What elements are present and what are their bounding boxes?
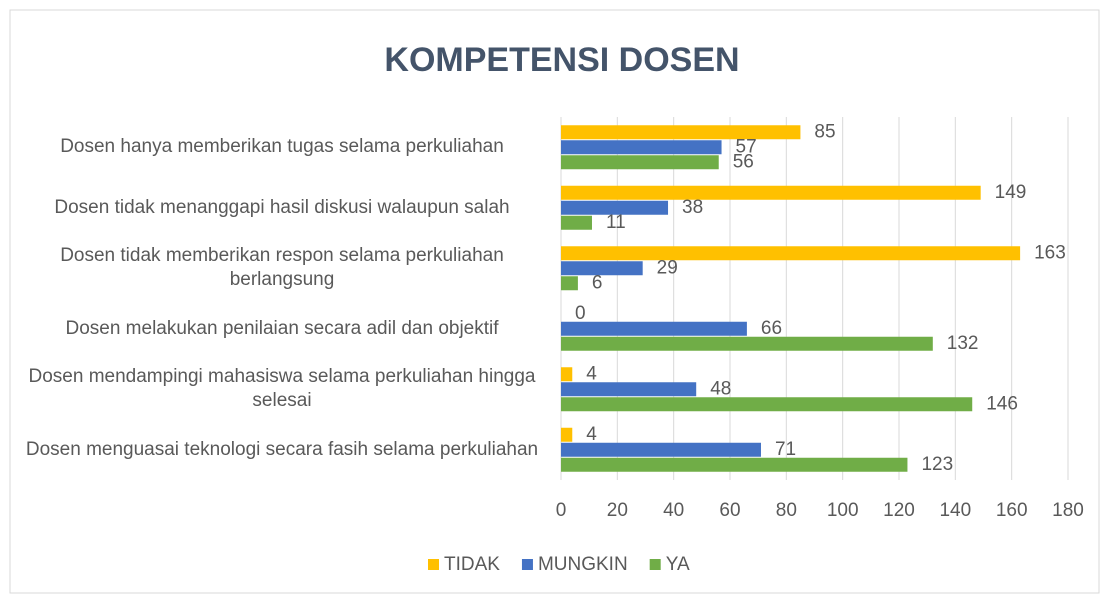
data-label: 57 <box>736 136 757 157</box>
data-label: 11 <box>606 212 626 233</box>
y-tick-label: Dosen mendampingi mahasiswa selama perku… <box>28 366 536 412</box>
bar <box>561 457 908 472</box>
data-label: 163 <box>1034 242 1066 263</box>
bar <box>561 321 747 336</box>
data-label: 0 <box>575 303 586 324</box>
legend-swatch <box>521 559 533 570</box>
bar <box>561 261 643 276</box>
x-tick-label: 40 <box>663 500 684 521</box>
bar <box>561 397 973 412</box>
legend-swatch <box>428 559 439 570</box>
x-tick-label: 20 <box>607 500 628 521</box>
data-label: 6 <box>592 272 603 293</box>
data-label: 66 <box>761 318 782 339</box>
y-tick-label: Dosen tidak menanggapi hasil diskusi wal… <box>54 196 510 218</box>
bar <box>561 125 801 140</box>
data-label: 132 <box>947 333 979 354</box>
x-tick-label: 120 <box>883 500 915 521</box>
bar <box>561 427 573 442</box>
data-label: 38 <box>682 197 703 218</box>
data-label: 29 <box>657 257 678 278</box>
y-tick-label: Dosen melakukan penilaian secara adil da… <box>65 317 499 339</box>
bar <box>561 246 1021 261</box>
x-tick-label: 0 <box>556 500 567 521</box>
x-tick-label: 80 <box>776 500 797 521</box>
data-label: 71 <box>775 439 796 460</box>
bar <box>561 185 981 200</box>
bar <box>561 367 573 382</box>
chart-frame <box>9 9 1100 594</box>
bar <box>561 382 697 397</box>
data-label: 123 <box>921 454 953 475</box>
bar <box>561 200 669 215</box>
legend-label: MUNGKIN <box>538 554 628 575</box>
data-label: 4 <box>586 424 597 445</box>
y-tick-label: Dosen menguasai teknologi secara fasih s… <box>25 438 539 460</box>
data-label: 149 <box>995 182 1027 203</box>
legend-label: TIDAK <box>444 554 500 575</box>
chart-title: KOMPETENSI DOSEN <box>384 41 739 79</box>
data-label: 85 <box>814 121 835 142</box>
legend-swatch <box>649 559 661 570</box>
bar <box>561 442 761 457</box>
legend-label: YA <box>666 554 690 575</box>
x-tick-label: 140 <box>939 500 971 521</box>
data-label: 4 <box>586 363 597 384</box>
bar <box>561 336 933 351</box>
x-tick-label: 100 <box>827 500 859 521</box>
x-tick-label: 180 <box>1052 500 1084 521</box>
data-label: 146 <box>986 393 1018 414</box>
bar <box>561 155 719 170</box>
x-tick-label: 160 <box>996 500 1028 521</box>
bar <box>561 215 592 230</box>
y-tick-label: Dosen hanya memberikan tugas selama perk… <box>60 136 504 158</box>
x-tick-label: 60 <box>719 500 740 521</box>
bar <box>561 276 578 291</box>
data-label: 56 <box>733 151 754 172</box>
data-label: 48 <box>710 378 731 399</box>
bar <box>561 140 722 155</box>
y-tick-label: Dosen tidak memberikan respon selama per… <box>60 245 504 291</box>
